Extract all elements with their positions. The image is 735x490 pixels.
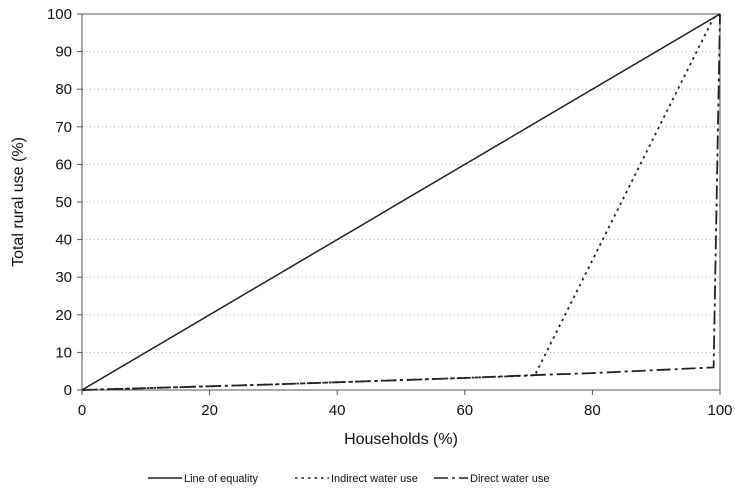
y-tick-label: 30 xyxy=(55,269,72,286)
y-tick-label: 10 xyxy=(55,344,72,361)
x-tick-label: 0 xyxy=(78,402,86,419)
y-tick-label: 50 xyxy=(55,194,72,211)
axis-ticks: 0 10 20 30 40 50 60 70 80 90 100 0 20 40 60 80 100 xyxy=(47,6,733,419)
y-tick-label: 60 xyxy=(55,156,72,173)
x-axis-title: Households (%) xyxy=(344,431,458,448)
legend-label-1: Line of equality xyxy=(184,473,258,485)
series-line-1 xyxy=(81,13,721,391)
x-tick-label: 60 xyxy=(456,402,473,419)
y-tick-label: 70 xyxy=(55,119,72,136)
x-tick-label: 100 xyxy=(707,402,732,419)
series-line-2 xyxy=(81,13,721,391)
y-tick-label: 100 xyxy=(47,6,72,23)
y-tick-label: 20 xyxy=(55,307,72,324)
x-tick-label: 40 xyxy=(329,402,346,419)
legend-label-3: Direct water use xyxy=(470,473,549,485)
legend: Line of equality Indirect water use Direct… xyxy=(148,473,549,485)
legend-label-2: Indirect water use xyxy=(331,473,418,485)
series-lines xyxy=(81,13,721,391)
x-tick-label: 20 xyxy=(201,402,218,419)
y-axis-title: Total rural use (%) xyxy=(10,137,27,267)
y-tick-label: 40 xyxy=(55,232,72,249)
y-tick-label: 90 xyxy=(55,44,72,61)
y-tick-label: 80 xyxy=(55,81,72,98)
series-line-3 xyxy=(81,13,721,391)
x-tick-label: 80 xyxy=(584,402,601,419)
y-tick-label: 0 xyxy=(64,382,72,399)
